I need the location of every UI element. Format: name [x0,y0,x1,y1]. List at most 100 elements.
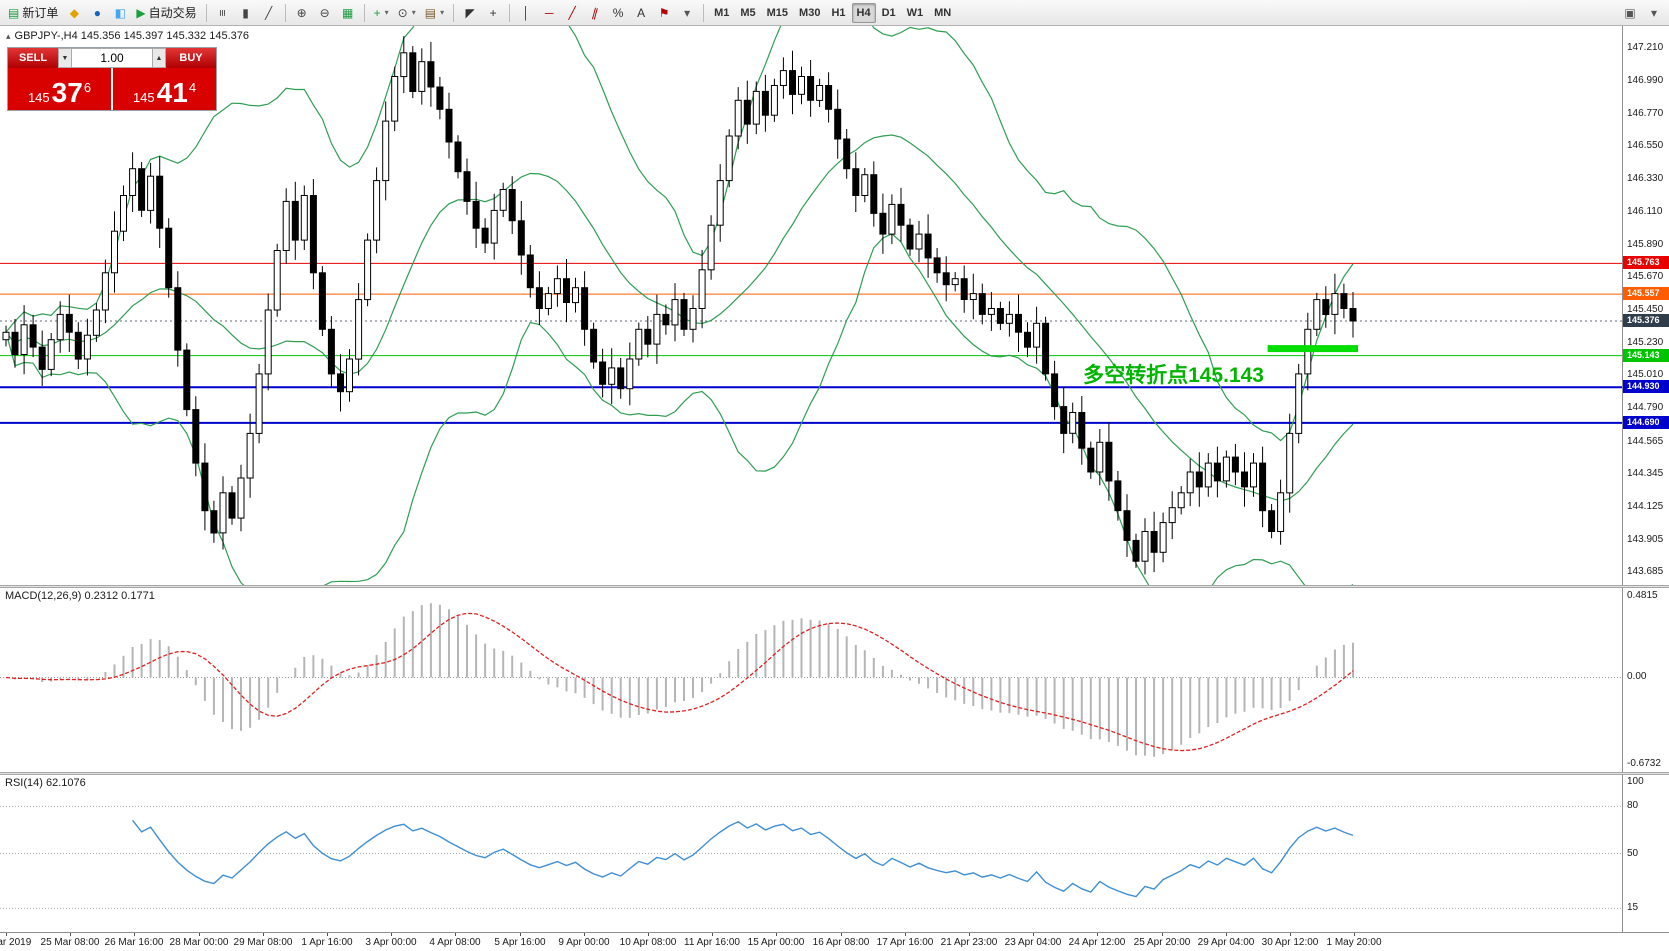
channel-icon-glyph: ∥ [590,4,600,21]
price-axis-label: 146.770 [1627,108,1664,119]
sell-price-sup: 6 [83,80,92,95]
price-level-tag: 145.557 [1623,287,1669,300]
time-tick [1162,933,1163,936]
chart-window-icon[interactable]: ◆ [63,3,85,23]
vertical-line-icon[interactable]: │ [515,3,537,23]
macd-axis-label: -0.6732 [1627,758,1661,769]
macd-axis-label: 0.00 [1627,671,1647,682]
arrow-tools-icon[interactable]: ⚑ [653,3,675,23]
tile-windows-icon-glyph: ▦ [341,5,354,20]
macd-histogram [0,588,1622,772]
timeframe-m30[interactable]: M30 [799,6,821,19]
crosshair-icon[interactable]: + [482,3,504,23]
timeframe-h1[interactable]: H1 [831,6,846,19]
price-level-tag: 145.376 [1623,314,1669,327]
toolbar-right-group: ▣ ▾ [1619,3,1665,23]
rsi-panel: RSI(14) 62.1076 100 80 50 15 [0,775,1669,932]
rsi-levels [0,805,1622,909]
volume-increase-button[interactable]: ▲ [152,48,166,68]
time-tick [1226,933,1227,936]
symbol-ohlc-text: GBPJPY-,H4 145.356 145.397 145.332 145.3… [14,30,249,42]
channel-icon[interactable]: ∥ [584,3,606,23]
time-tick [455,933,456,936]
time-axis-label: 16 Apr 08:00 [812,937,870,948]
panel-splitter[interactable] [0,772,1669,775]
rsi-plot[interactable]: RSI(14) 62.1076 [0,775,1622,932]
text-icon-glyph: A [637,5,646,20]
line-chart-icon[interactable]: ╱ [258,3,280,23]
symbol-info-line: ▴ GBPJPY-,H4 145.356 145.397 145.332 145… [6,30,249,42]
toolbar-menu-icon[interactable]: ▾ [1643,3,1665,23]
rsi-axis[interactable]: 100 80 50 15 [1622,775,1669,932]
toolbar-separator [363,3,365,22]
autotrading-button[interactable]: ▶ 自动交易 [132,3,200,23]
toolbar-separator [509,3,511,22]
time-axis-label: 29 Apr 04:00 [1197,937,1255,948]
buy-button[interactable]: BUY [166,48,216,68]
time-tick [199,933,200,936]
price-axis[interactable]: 147.210 146.990 146.770 146.550 146.330 146.1… [1622,26,1669,585]
tile-windows-icon[interactable]: ▦ [337,3,359,23]
time-tick [134,933,135,936]
time-axis-label: 24 Apr 12:00 [1068,937,1126,948]
volume-decrease-button[interactable]: ▼ [58,48,72,68]
timeframe-m15[interactable]: M15 [766,6,789,19]
pivot-annotation-text[interactable]: 多空转折点145.143 [1083,364,1264,387]
sell-price-prefix: 145 [27,89,50,105]
toolbar-menu-icon-glyph: ▾ [1650,5,1658,20]
time-axis-label: 11 Apr 16:00 [684,937,740,948]
price-axis-label: 145.010 [1627,369,1664,380]
periods-icon-caret: ▾ [411,8,416,17]
volume-input[interactable]: 1.00 [72,48,152,68]
time-tick [391,933,392,936]
bar-chart-icon[interactable]: ≡ [212,3,234,23]
buy-price-display[interactable]: 145 41 4 [113,68,216,110]
timeframe-d1[interactable]: D1 [881,6,896,19]
timeframe-m1[interactable]: M1 [714,6,730,19]
indicators-icon-glyph: + [373,5,381,20]
main-chart[interactable]: ▴ GBPJPY-,H4 145.356 145.397 145.332 145… [0,26,1622,585]
rsi-axis-label: 80 [1627,800,1639,811]
zoom-in-icon[interactable]: ⊕ [291,3,313,23]
time-axis[interactable]: 2 Mar 2019 25 Mar 08:00 26 Mar 16:00 28 Mar… [0,932,1669,951]
macd-plot[interactable]: MACD(12,26,9) 0.2312 0.1771 [0,588,1622,772]
periods-icon[interactable]: ⊙ ▾ [394,3,420,23]
buy-price-big: 41 [156,77,188,109]
pivot-highlight-bar[interactable] [1267,345,1358,353]
text-icon[interactable]: A [630,3,652,23]
timeframe-mn[interactable]: MN [934,6,952,19]
horizontal-line-icon[interactable]: ─ [538,3,560,23]
trendline-icon[interactable]: ╱ [561,3,583,23]
autotrading-button-glyph: ▶ [136,5,146,20]
fibonacci-icon[interactable]: % [607,3,629,23]
timeframe-m5[interactable]: M5 [740,6,756,19]
zoom-out-icon[interactable]: ⊖ [314,3,336,23]
price-axis-label: 144.565 [1627,436,1664,447]
time-axis-label: 23 Apr 04:00 [1004,937,1062,948]
time-tick [1290,933,1291,936]
templates-icon[interactable]: ▤ ▾ [421,3,448,23]
rsi-line [132,819,1354,898]
macd-panel: MACD(12,26,9) 0.2312 0.1771 0.4815 0.00 -0… [0,588,1669,772]
price-level-tag: 144.690 [1623,416,1669,429]
price-axis-label: 145.230 [1627,337,1664,348]
candlestick-chart-icon-glyph: ▮ [242,5,249,20]
candlestick-chart-icon[interactable]: ▮ [235,3,257,23]
macd-axis[interactable]: 0.4815 0.00 -0.6732 [1622,588,1669,772]
arrange-windows-icon[interactable]: ▣ [1619,3,1641,23]
market-watch-icon[interactable]: ● [86,3,108,23]
time-tick [1354,933,1355,936]
time-axis-label: 5 Apr 16:00 [494,937,546,948]
sell-price-display[interactable]: 145 37 6 [8,68,111,110]
timeframe-h4[interactable]: H4 [851,2,876,23]
cursor-icon[interactable]: ◤ [459,3,481,23]
timeframe-w1[interactable]: W1 [906,6,924,19]
time-axis-label: 10 Apr 08:00 [619,937,677,948]
shapes-dropdown-icon[interactable]: ▾ [676,3,698,23]
panel-splitter[interactable] [0,585,1669,588]
new-order-button[interactable]: ▤ 新订单 [4,3,62,23]
data-window-icon[interactable]: ◧ [109,3,131,23]
new-order-button-label: 新订单 [22,6,59,20]
sell-button[interactable]: SELL [8,48,58,68]
indicators-icon[interactable]: + ▾ [370,3,393,23]
